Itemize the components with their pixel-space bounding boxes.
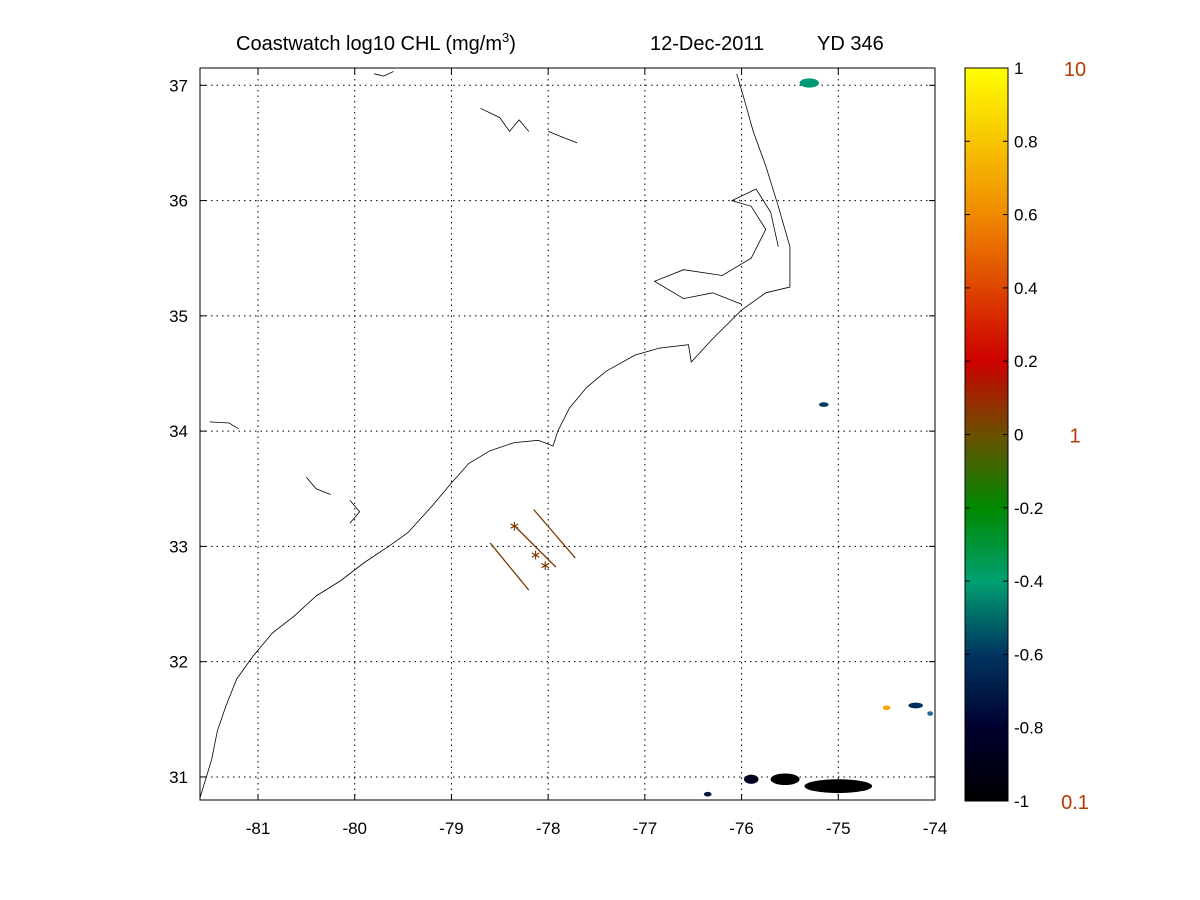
colorbar-gradient <box>965 68 1008 801</box>
colorbar-linear-label: 10 <box>1064 59 1086 81</box>
inland-water-outline <box>349 500 361 524</box>
transect-line <box>533 509 576 559</box>
colorbar-linear-labels: 10 1 0.1 <box>1061 59 1089 814</box>
map-background <box>200 68 935 800</box>
colorbar-ticks: 1 0.8 0.6 0.4 0.2 0 -0.2 -0.4 -0.6 -0.8 -1 <box>965 59 1043 811</box>
x-tick-label: -78 <box>536 819 561 838</box>
colorbar-linear-label: 1 <box>1069 426 1080 448</box>
y-tick-label: 37 <box>169 76 188 95</box>
x-tick-label: -76 <box>729 819 754 838</box>
x-axis-ticks: -81 -80 -79 -78 -77 -76 -75 -74 <box>246 68 948 838</box>
title-date: 12-Dec-2011 <box>650 33 764 55</box>
colorbar: 1 0.8 0.6 0.4 0.2 0 -0.2 -0.4 -0.6 -0.8 -1 10 1 0.1 <box>964 59 1089 814</box>
y-tick-label: 34 <box>169 422 188 441</box>
colorbar-tick-label: -1 <box>1014 792 1029 811</box>
colorbar-tick-label: 0.4 <box>1014 279 1038 298</box>
y-tick-label: 35 <box>169 307 188 326</box>
colorbar-tick-label: 1 <box>1014 59 1023 78</box>
y-tick-label: 31 <box>169 768 188 787</box>
coastline-layer <box>200 71 791 798</box>
map-frame <box>199 67 936 801</box>
inland-water-outline <box>209 421 239 430</box>
sound-shoreline <box>653 188 779 305</box>
chl-patch <box>743 774 759 784</box>
coastline <box>200 73 791 798</box>
title-yearday: YD 346 <box>817 33 884 55</box>
title-prefix: Coastwatch log10 CHL (mg/m <box>236 33 502 55</box>
colorbar-tick-label: -0.2 <box>1014 499 1043 518</box>
x-tick-label: -74 <box>923 819 948 838</box>
colorbar-tick-label: -0.4 <box>1014 572 1043 591</box>
figure-title: Coastwatch log10 CHL (mg/m3) 12-Dec-2011… <box>236 30 884 55</box>
chl-patch <box>882 705 891 711</box>
x-tick-label: -81 <box>246 819 271 838</box>
y-tick-label: 33 <box>169 537 188 556</box>
x-tick-label: -80 <box>342 819 367 838</box>
transect-line <box>513 525 557 568</box>
x-tick-label: -79 <box>439 819 464 838</box>
chl-patch <box>770 773 800 786</box>
colorbar-tick-label: 0.2 <box>1014 352 1038 371</box>
transect-line <box>489 542 530 591</box>
station-marker: ∗ <box>530 546 542 562</box>
map-plot: ∗∗∗ -81 -80 -79 -78 -77 -76 -75 -74 31323334353… <box>169 67 948 838</box>
colorbar-linear-label: 0.1 <box>1061 792 1089 814</box>
y-tick-label: 32 <box>169 653 188 672</box>
colorbar-tick-label: 0 <box>1014 426 1023 445</box>
y-tick-label: 36 <box>169 192 188 211</box>
chl-patch <box>804 779 873 794</box>
y-axis-ticks: 31 32 33 34 35 36 37 <box>169 76 935 787</box>
chl-patch <box>818 402 829 407</box>
colorbar-tick-label: 0.6 <box>1014 206 1038 225</box>
title-superscript: 3 <box>502 30 509 45</box>
inland-water-outline <box>306 476 331 495</box>
x-tick-label: -75 <box>826 819 851 838</box>
chl-patch <box>927 711 934 716</box>
inland-water-outline <box>480 107 530 133</box>
x-tick-label: -77 <box>633 819 658 838</box>
station-marker: ∗ <box>508 518 520 534</box>
title-suffix: ) <box>509 33 516 55</box>
inland-water-outline <box>374 71 394 77</box>
station-marker: ∗ <box>539 557 551 573</box>
colorbar-tick-label: -0.6 <box>1014 645 1043 664</box>
chl-patch <box>703 791 712 797</box>
title-text: Coastwatch log10 CHL (mg/m3) <box>236 30 516 55</box>
chl-patch <box>799 78 819 88</box>
chl-patch <box>908 702 923 709</box>
chl-data-layer <box>703 78 934 797</box>
inland-water-outline <box>548 131 578 144</box>
colorbar-tick-label: -0.8 <box>1014 719 1043 738</box>
transect-layer: ∗∗∗ <box>489 509 576 591</box>
colorbar-tick-label: 0.8 <box>1014 132 1038 151</box>
